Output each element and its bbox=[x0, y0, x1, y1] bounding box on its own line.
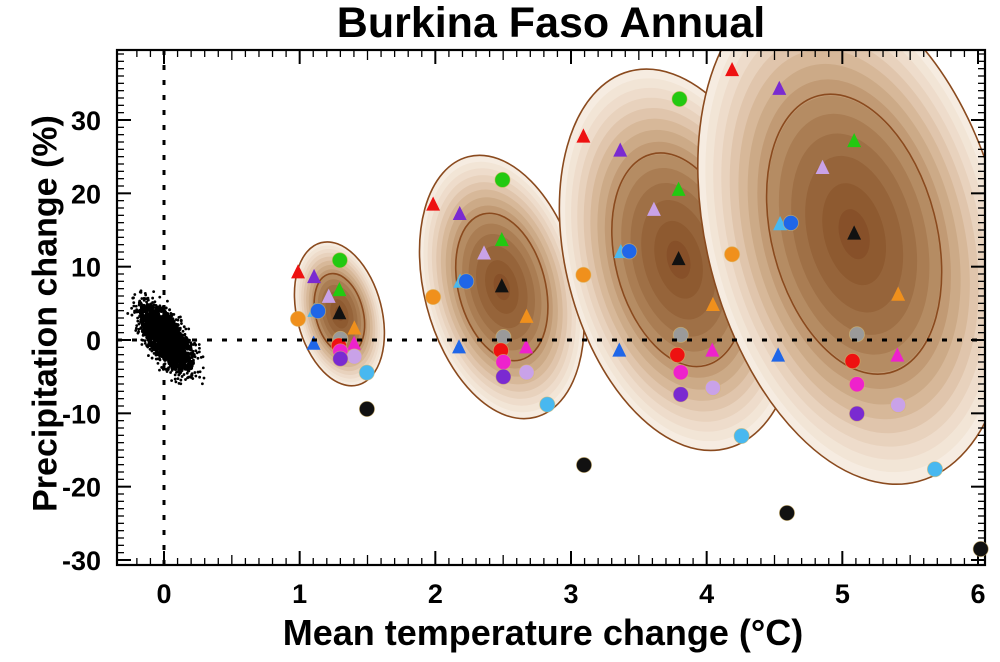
svg-text:-20: -20 bbox=[62, 473, 101, 503]
svg-text:-30: -30 bbox=[62, 546, 101, 576]
svg-text:-10: -10 bbox=[62, 399, 101, 429]
svg-text:0: 0 bbox=[156, 579, 171, 609]
svg-text:1: 1 bbox=[292, 579, 307, 609]
svg-text:5: 5 bbox=[835, 579, 850, 609]
svg-text:30: 30 bbox=[71, 106, 101, 136]
svg-text:4: 4 bbox=[699, 579, 714, 609]
svg-text:3: 3 bbox=[563, 579, 578, 609]
svg-text:2: 2 bbox=[428, 579, 443, 609]
svg-text:0: 0 bbox=[86, 326, 101, 356]
svg-text:6: 6 bbox=[970, 579, 985, 609]
svg-text:10: 10 bbox=[71, 253, 101, 283]
svg-text:20: 20 bbox=[71, 179, 101, 209]
